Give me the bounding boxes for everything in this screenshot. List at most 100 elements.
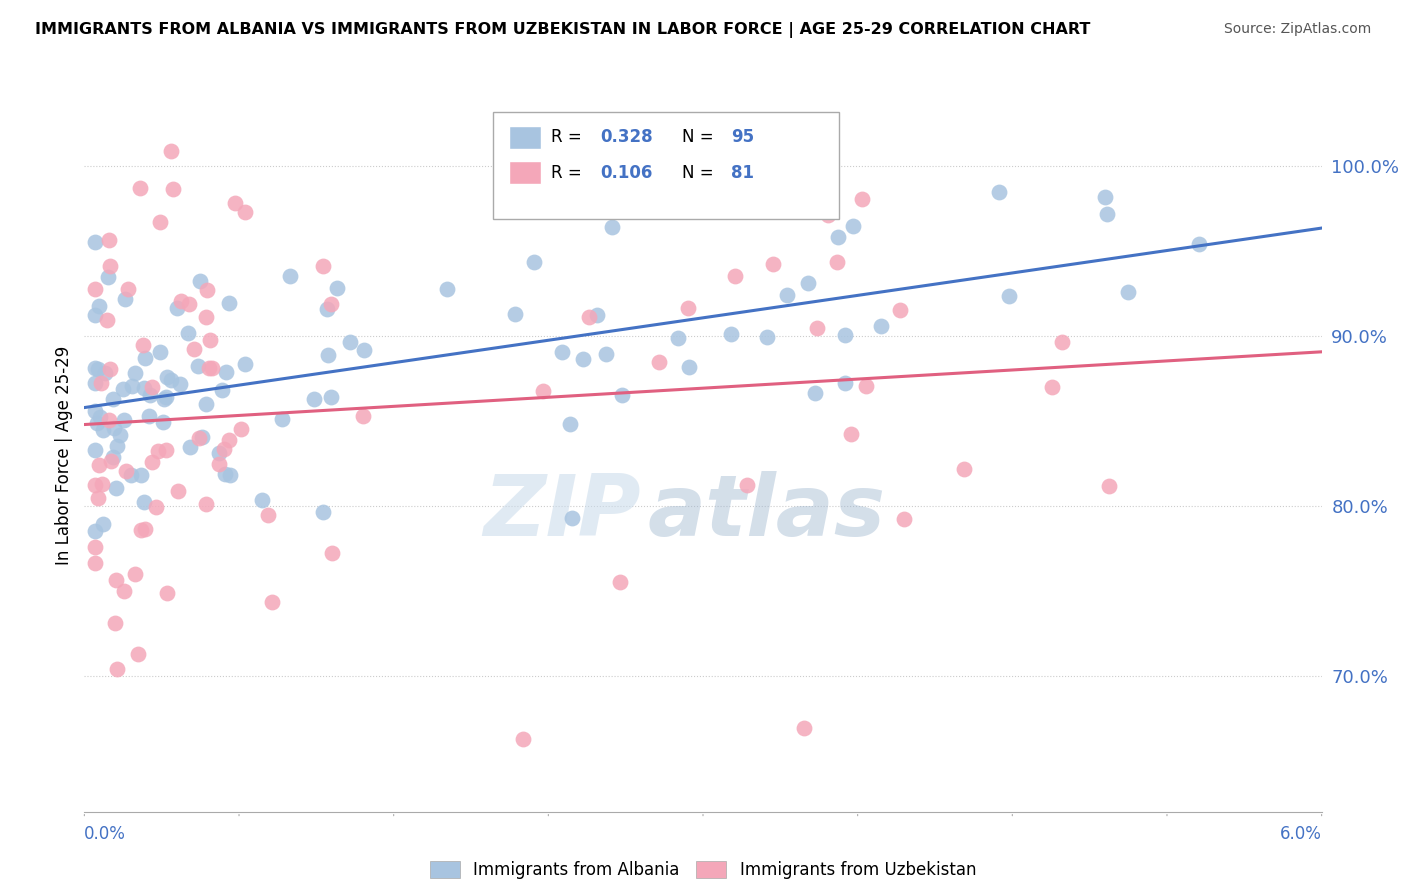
- Point: [177, 297, 200, 311]
- Point: [124, 366, 146, 380]
- Point: [737, 478, 759, 492]
- Point: [889, 303, 911, 318]
- Point: [101, 392, 124, 406]
- Point: [124, 566, 146, 581]
- Point: [256, 508, 278, 522]
- Point: [105, 481, 128, 495]
- Text: 0.328: 0.328: [600, 128, 652, 146]
- Point: [188, 274, 211, 288]
- Point: [551, 345, 574, 359]
- Point: [233, 205, 256, 219]
- Point: [117, 283, 139, 297]
- Point: [83, 376, 105, 390]
- Text: R =: R =: [551, 128, 586, 146]
- Text: N =: N =: [682, 128, 718, 146]
- Point: [195, 310, 218, 324]
- Point: [83, 443, 105, 458]
- Point: [839, 426, 862, 441]
- Point: [316, 302, 339, 317]
- Point: [105, 439, 128, 453]
- Text: 6.0%: 6.0%: [1279, 825, 1322, 843]
- Point: [720, 327, 742, 342]
- Point: [797, 276, 820, 290]
- Point: [83, 361, 105, 376]
- Point: [187, 359, 209, 373]
- Point: [132, 495, 155, 509]
- Point: [194, 497, 217, 511]
- Point: [609, 574, 631, 589]
- Point: [132, 337, 155, 351]
- Point: [100, 453, 122, 467]
- Text: ZIP: ZIP: [484, 470, 641, 554]
- Point: [112, 413, 135, 427]
- Point: [224, 196, 246, 211]
- FancyBboxPatch shape: [492, 112, 839, 219]
- Point: [177, 326, 200, 341]
- Point: [250, 492, 273, 507]
- Point: [91, 477, 114, 491]
- Point: [105, 662, 128, 676]
- Point: [120, 468, 142, 483]
- Point: [132, 381, 155, 395]
- Point: [83, 235, 105, 249]
- Point: [114, 292, 136, 306]
- Point: [90, 376, 112, 390]
- Point: [156, 585, 179, 599]
- Point: [87, 458, 110, 472]
- Point: [319, 296, 342, 310]
- Point: [156, 369, 179, 384]
- Text: atlas: atlas: [647, 470, 886, 554]
- Point: [233, 357, 256, 371]
- Point: [678, 301, 700, 315]
- Point: [326, 281, 349, 295]
- Point: [197, 283, 219, 297]
- Point: [155, 390, 177, 404]
- Point: [83, 556, 105, 570]
- Point: [893, 512, 915, 526]
- Point: [218, 296, 240, 310]
- Point: [139, 388, 162, 402]
- Point: [953, 462, 976, 476]
- Point: [160, 373, 183, 387]
- Point: [302, 392, 325, 406]
- Point: [280, 269, 302, 284]
- Point: [987, 185, 1010, 199]
- Point: [316, 348, 339, 362]
- Point: [648, 355, 671, 369]
- Point: [1052, 334, 1074, 349]
- Text: IMMIGRANTS FROM ALBANIA VS IMMIGRANTS FROM UZBEKISTAN IN LABOR FORCE | AGE 25-29: IMMIGRANTS FROM ALBANIA VS IMMIGRANTS FR…: [35, 22, 1091, 38]
- Point: [208, 446, 231, 460]
- Point: [188, 431, 211, 445]
- Point: [103, 421, 125, 435]
- Point: [827, 255, 849, 269]
- Point: [724, 269, 747, 284]
- Point: [586, 308, 609, 322]
- Point: [87, 491, 110, 505]
- Point: [200, 333, 222, 347]
- Point: [595, 347, 617, 361]
- Point: [141, 455, 163, 469]
- Point: [666, 331, 689, 345]
- Point: [870, 319, 893, 334]
- Point: [827, 230, 849, 244]
- Point: [155, 442, 177, 457]
- Text: R =: R =: [551, 164, 586, 182]
- Point: [83, 540, 105, 554]
- Point: [162, 182, 184, 196]
- Point: [191, 430, 214, 444]
- Point: [98, 233, 121, 247]
- Point: [1098, 478, 1121, 492]
- Point: [129, 467, 152, 482]
- Text: 0.106: 0.106: [600, 164, 652, 182]
- Point: [762, 257, 785, 271]
- Point: [578, 310, 600, 324]
- Legend: Immigrants from Albania, Immigrants from Uzbekistan: Immigrants from Albania, Immigrants from…: [423, 854, 983, 886]
- Point: [127, 647, 149, 661]
- Point: [1118, 285, 1140, 299]
- Point: [83, 524, 105, 539]
- Point: [98, 259, 121, 273]
- Point: [841, 219, 863, 233]
- Point: [212, 442, 235, 457]
- Point: [98, 362, 121, 376]
- Point: [503, 307, 526, 321]
